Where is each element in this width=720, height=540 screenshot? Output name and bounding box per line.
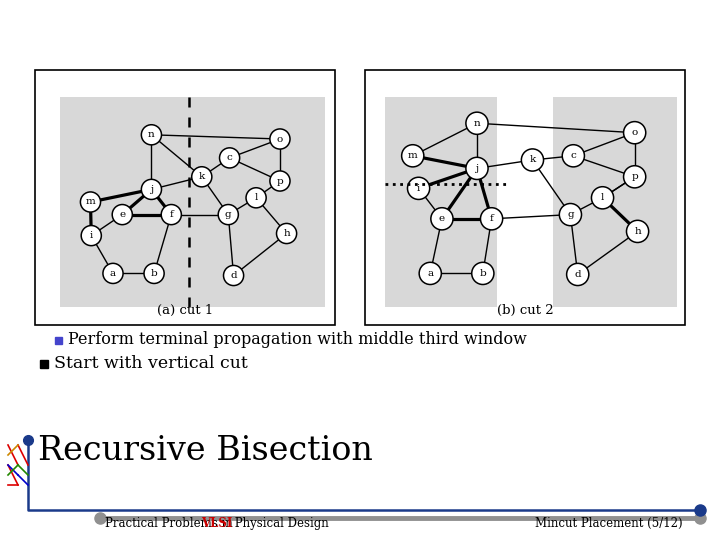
Text: Practical Problems in: Practical Problems in — [105, 517, 236, 530]
Text: k: k — [199, 172, 205, 181]
Circle shape — [521, 149, 544, 171]
Bar — [55, 337, 62, 344]
Circle shape — [141, 125, 161, 145]
Text: Mincut Placement (5/12): Mincut Placement (5/12) — [535, 517, 683, 530]
Text: m: m — [86, 198, 95, 206]
Text: f: f — [490, 214, 493, 224]
Text: g: g — [225, 210, 232, 219]
Circle shape — [141, 179, 161, 199]
Circle shape — [276, 224, 297, 244]
Circle shape — [431, 208, 453, 230]
Bar — [498, 97, 553, 307]
Text: Recursive Bisection: Recursive Bisection — [38, 435, 373, 467]
Text: o: o — [631, 128, 638, 137]
Bar — [35, 70, 335, 325]
Text: k: k — [529, 156, 536, 165]
Text: d: d — [575, 270, 581, 279]
Circle shape — [270, 171, 290, 191]
Text: e: e — [120, 210, 125, 219]
Circle shape — [472, 262, 494, 285]
Circle shape — [144, 264, 164, 284]
Text: (a) cut 1: (a) cut 1 — [157, 304, 213, 317]
Text: i: i — [417, 184, 420, 193]
Text: m: m — [408, 151, 418, 160]
Circle shape — [161, 205, 181, 225]
Circle shape — [81, 226, 102, 246]
Text: (b) cut 2: (b) cut 2 — [497, 304, 553, 317]
Circle shape — [103, 264, 123, 284]
Text: c: c — [570, 151, 576, 160]
Text: j: j — [475, 164, 479, 173]
Text: VLSI: VLSI — [201, 517, 233, 530]
Circle shape — [192, 167, 212, 187]
Circle shape — [220, 148, 240, 168]
Text: a: a — [110, 269, 116, 278]
Text: j: j — [150, 185, 153, 194]
Text: l: l — [601, 193, 604, 202]
Circle shape — [246, 188, 266, 208]
Circle shape — [626, 220, 649, 242]
Text: i: i — [90, 231, 93, 240]
Text: h: h — [283, 229, 290, 238]
Circle shape — [218, 205, 238, 225]
Circle shape — [223, 266, 243, 286]
Text: n: n — [148, 130, 155, 139]
Bar — [60, 97, 325, 307]
Bar — [385, 97, 498, 307]
Text: f: f — [169, 210, 174, 219]
Circle shape — [624, 122, 646, 144]
Text: Perform terminal propagation with middle third window: Perform terminal propagation with middle… — [68, 332, 527, 348]
Circle shape — [81, 192, 101, 212]
Bar — [40, 360, 48, 368]
Text: c: c — [227, 153, 233, 163]
Bar — [553, 97, 677, 307]
Circle shape — [624, 166, 646, 188]
Circle shape — [591, 187, 613, 209]
Circle shape — [270, 129, 290, 149]
Text: p: p — [276, 177, 284, 186]
Text: Physical Design: Physical Design — [231, 517, 329, 530]
Text: d: d — [230, 271, 237, 280]
Text: p: p — [631, 172, 638, 181]
Circle shape — [408, 177, 430, 199]
Text: o: o — [276, 134, 283, 144]
Circle shape — [402, 145, 424, 167]
Text: g: g — [567, 210, 574, 219]
Text: n: n — [474, 119, 480, 128]
Text: e: e — [439, 214, 445, 224]
Circle shape — [480, 208, 503, 230]
Text: b: b — [150, 269, 158, 278]
Text: b: b — [480, 269, 486, 278]
Text: h: h — [634, 227, 641, 236]
Circle shape — [562, 145, 585, 167]
Circle shape — [466, 157, 488, 179]
Text: l: l — [254, 193, 258, 202]
Circle shape — [419, 262, 441, 285]
Text: a: a — [427, 269, 433, 278]
Circle shape — [112, 205, 132, 225]
Circle shape — [466, 112, 488, 134]
Circle shape — [567, 264, 589, 286]
Text: Start with vertical cut: Start with vertical cut — [54, 355, 248, 373]
Circle shape — [559, 204, 582, 226]
Bar — [365, 70, 685, 325]
